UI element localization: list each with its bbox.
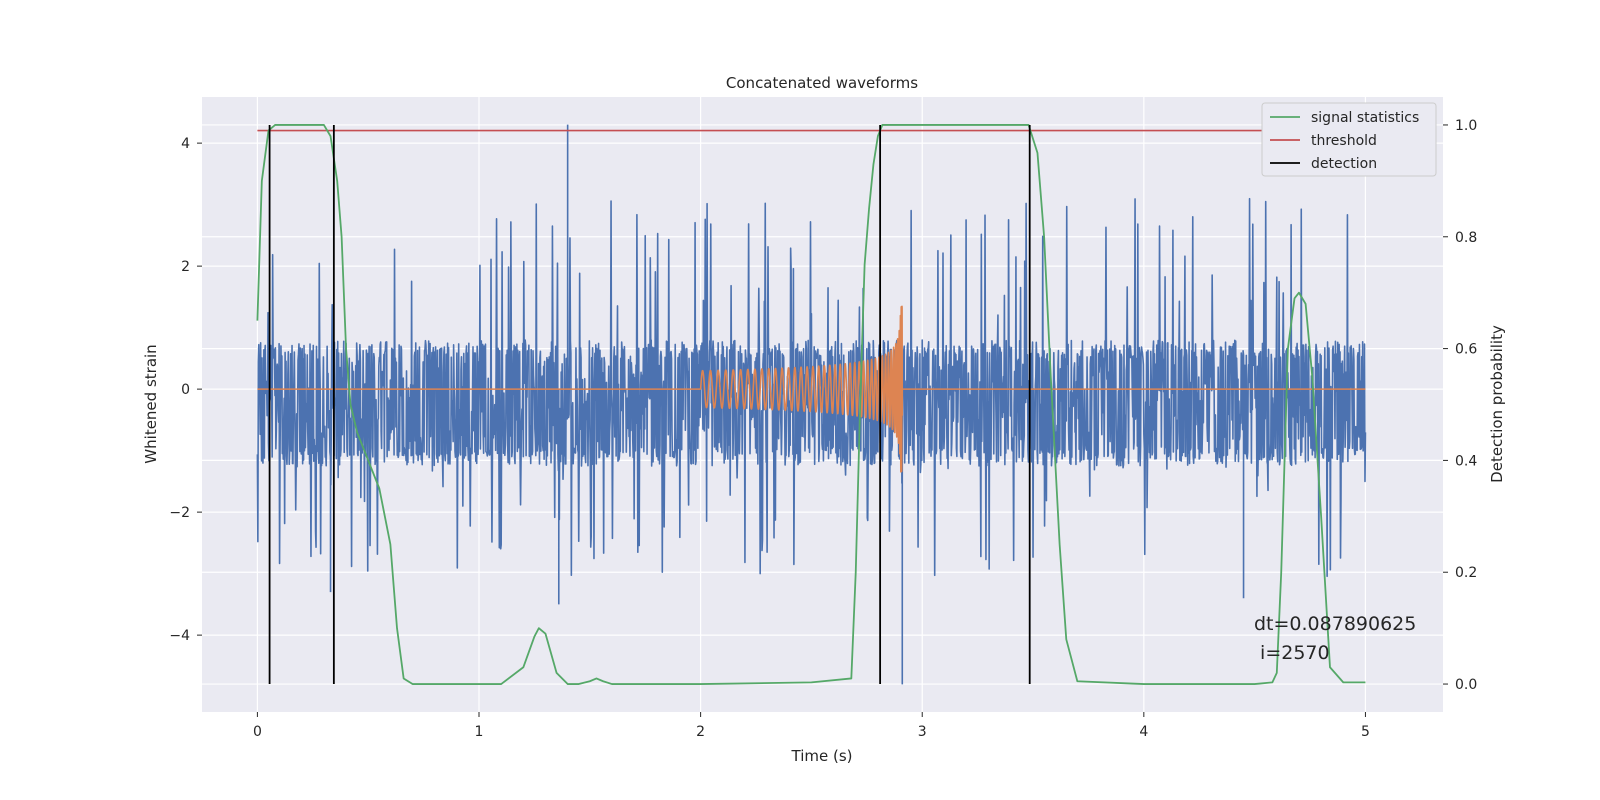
y2-tick-label-2: 0.6 bbox=[1455, 342, 1477, 358]
y2-tick-label-5: 0.0 bbox=[1455, 677, 1477, 693]
y-tick-label-4: −4 bbox=[169, 628, 190, 644]
y2-tick-label-0: 1.0 bbox=[1455, 118, 1477, 134]
y2-axis-label: Detection probability bbox=[1488, 325, 1506, 483]
legend: signal statistics threshold detection bbox=[1261, 102, 1437, 177]
x-tick-label-4: 4 bbox=[1139, 724, 1148, 740]
annotation-i: i=2570 bbox=[1254, 642, 1330, 664]
legend-box bbox=[1261, 102, 1437, 177]
injection-waveform-trace bbox=[257, 305, 1366, 473]
signal-statistics-curve bbox=[256, 124, 1366, 685]
y-tick-label-1: 2 bbox=[181, 259, 190, 275]
y-axis-label: Whitened strain bbox=[142, 344, 160, 463]
strain-noise-trace bbox=[256, 124, 1367, 685]
x-tick-label-0: 0 bbox=[253, 724, 262, 740]
legend-label-detection: detection bbox=[1311, 156, 1377, 172]
y2-tick-label-1: 0.8 bbox=[1455, 230, 1477, 246]
chart-title: Concatenated waveforms bbox=[726, 74, 918, 92]
y-tick-label-3: −2 bbox=[169, 505, 190, 521]
y2-tick-label-3: 0.4 bbox=[1455, 453, 1477, 469]
y-tick-label-2: 0 bbox=[181, 382, 190, 398]
tick-layer: 0 1 2 3 4 5 4 2 0 −2 −4 1.0 0.8 0.6 0.4 0.2 0.0 bbox=[169, 118, 1477, 740]
legend-label-threshold: threshold bbox=[1311, 133, 1377, 149]
x-tick-label-1: 1 bbox=[475, 724, 484, 740]
x-tick-label-2: 2 bbox=[696, 724, 705, 740]
x-tick-label-3: 3 bbox=[918, 724, 927, 740]
y2-tick-label-4: 0.2 bbox=[1455, 565, 1477, 581]
annotation-dt: dt=0.087890625 bbox=[1254, 613, 1416, 635]
legend-label-signal-statistics: signal statistics bbox=[1311, 110, 1419, 126]
x-tick-label-5: 5 bbox=[1361, 724, 1370, 740]
x-axis-label: Time (s) bbox=[791, 747, 853, 765]
y-tick-label-0: 4 bbox=[181, 136, 190, 152]
plot-layer bbox=[256, 124, 1367, 685]
